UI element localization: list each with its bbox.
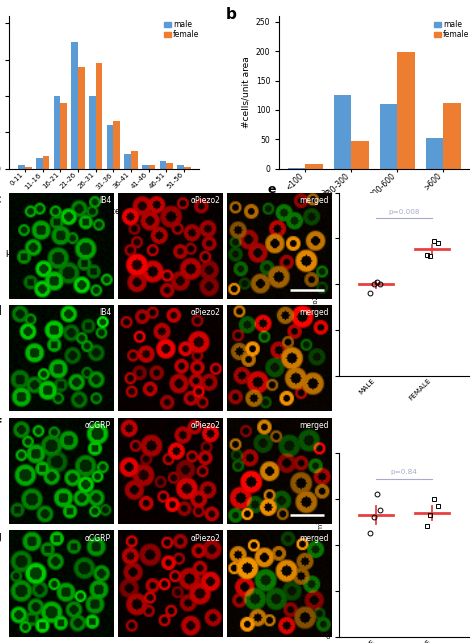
Text: b: b	[226, 7, 237, 22]
Text: p=0.84: p=0.84	[391, 469, 418, 475]
Text: αPiezo2: αPiezo2	[190, 534, 220, 543]
Bar	[149, 165, 155, 168]
Bar	[107, 125, 113, 168]
Text: c: c	[0, 192, 1, 206]
Bar	[184, 167, 191, 168]
Text: e: e	[267, 183, 276, 196]
Text: merged: merged	[300, 534, 329, 543]
Bar	[426, 138, 443, 168]
X-axis label: diameter: diameter	[84, 207, 125, 216]
Legend: male, female: male, female	[164, 20, 200, 39]
Text: αPiezo2: αPiezo2	[190, 195, 220, 204]
Bar	[36, 158, 43, 168]
Text: αPiezo2: αPiezo2	[190, 309, 220, 318]
Text: αCGRP: αCGRP	[85, 534, 111, 543]
Text: αPiezo2: αPiezo2	[190, 421, 220, 430]
Bar	[334, 95, 351, 168]
Bar	[25, 167, 32, 168]
Bar	[397, 53, 415, 168]
Bar	[351, 141, 369, 168]
Bar	[43, 156, 49, 168]
Bar	[54, 96, 60, 168]
Y-axis label: CGRP+Piezo2 (10⁵ μm² section): CGRP+Piezo2 (10⁵ μm² section)	[317, 492, 324, 598]
X-axis label: area: area	[364, 217, 384, 226]
Bar	[142, 165, 149, 168]
Text: d: d	[0, 305, 1, 318]
Text: h: h	[267, 444, 276, 457]
Text: μm: μm	[6, 248, 20, 257]
Text: merged: merged	[300, 309, 329, 318]
Bar	[380, 104, 397, 168]
Bar	[113, 122, 120, 168]
Text: IB4: IB4	[99, 309, 111, 318]
Bar	[131, 150, 138, 168]
Bar	[89, 96, 96, 168]
Y-axis label: IB4+Piezo2 (10⁵ μm² section): IB4+Piezo2 (10⁵ μm² section)	[312, 235, 319, 333]
Text: αCGRP: αCGRP	[85, 421, 111, 430]
Text: g: g	[0, 530, 1, 543]
Bar	[160, 161, 166, 168]
Y-axis label: #cells/unit area: #cells/unit area	[241, 57, 250, 128]
Bar	[60, 104, 67, 168]
Bar	[71, 42, 78, 168]
Legend: male, female: male, female	[434, 20, 469, 39]
Text: merged: merged	[300, 421, 329, 430]
Bar	[124, 154, 131, 168]
Text: IB4: IB4	[99, 195, 111, 204]
Bar	[305, 164, 323, 168]
Bar	[18, 165, 25, 168]
Text: merged: merged	[300, 195, 329, 204]
Text: μm²: μm²	[272, 248, 290, 257]
Text: f: f	[0, 418, 1, 431]
Bar	[166, 163, 173, 168]
Bar	[78, 67, 85, 168]
Bar	[96, 63, 102, 168]
Text: p=0.008: p=0.008	[388, 208, 420, 215]
Bar	[177, 165, 184, 168]
Bar	[443, 103, 461, 168]
